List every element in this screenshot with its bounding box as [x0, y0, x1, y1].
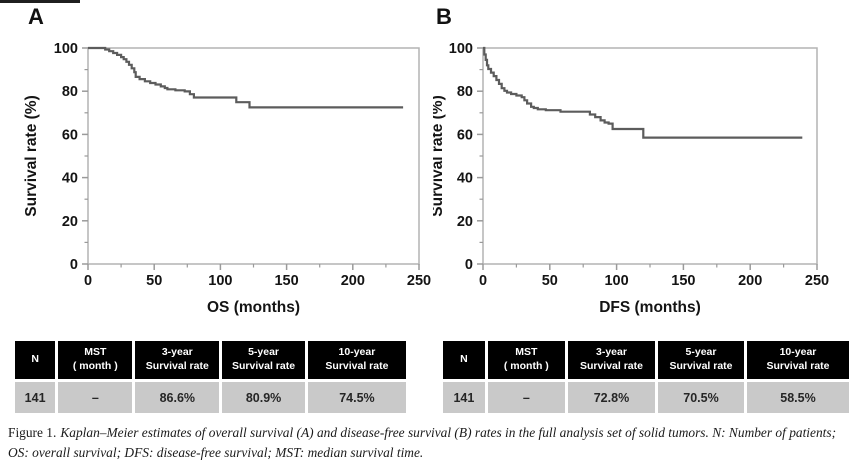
scan-artifact-line [0, 0, 80, 3]
y-axis-tick-label: 40 [62, 171, 78, 187]
y-axis-tick-label: 0 [465, 257, 473, 273]
y-axis-title: Survival rate (%) [433, 95, 446, 216]
plot-frame [482, 47, 818, 265]
x-axis-title: DFS (months) [599, 299, 701, 316]
table-header-cell: 5-year Survival rate [658, 341, 744, 379]
x-axis-title: OS (months) [207, 299, 300, 316]
x-axis-tick-label: 0 [479, 273, 487, 289]
panel-label-a: A [28, 4, 44, 29]
table-cell: 80.9% [222, 382, 305, 413]
table-row: 141–86.6% 80.9% 74.5% [15, 382, 406, 413]
survival-curve [483, 46, 803, 139]
y-axis-tick-label: 60 [457, 127, 473, 143]
table-header-cell: MST( month ) [58, 341, 133, 379]
panel-label-b: B [436, 4, 452, 29]
survival-curve [88, 46, 404, 109]
km-panel-dfs: 0 20 40 60 80 100 0 50 100 150 200 250 DFS (months) S… [433, 0, 865, 330]
y-axis-tick-label: 80 [457, 84, 473, 100]
table-cell: – [487, 382, 565, 413]
table-header-row: N MST( month ) 3-year Survival rate 5-year Su… [443, 341, 849, 379]
x-axis-tick-label: 200 [738, 273, 762, 289]
x-axis-tick-label: 150 [274, 273, 298, 289]
figure-caption: Figure 1. Kaplan–Meier estimates of overa… [8, 423, 858, 463]
km-panel-os: 0 20 40 60 80 100 0 50 100 150 200 250 OS (months) Su… [0, 0, 432, 330]
y-axis-tick-label: 100 [449, 41, 473, 57]
y-axis-tick-label: 100 [54, 41, 78, 57]
table-header-cell: 10-year Survival rate [746, 341, 849, 379]
y-axis-tick-label: 40 [457, 171, 473, 187]
stats-table-dfs: N MST( month ) 3-year Survival rate 5-year Su… [440, 338, 852, 416]
table-cell: 72.8% [567, 382, 656, 413]
table-header-cell: N [15, 341, 56, 379]
km-chart-os: 0 20 40 60 80 100 0 50 100 150 200 250 OS (months) Su… [23, 41, 431, 316]
km-chart-dfs: 0 20 40 60 80 100 0 50 100 150 200 250 DFS (months) S… [433, 41, 829, 316]
table-header-cell: 10-year Survival rate [307, 341, 406, 379]
table-cell: 58.5% [746, 382, 849, 413]
plot-frame [87, 47, 420, 265]
table-header-cell: N [443, 341, 485, 379]
table-cell: 141 [15, 382, 56, 413]
table-header-cell: MST( month ) [487, 341, 565, 379]
table-header-cell: 5-year Survival rate [222, 341, 305, 379]
x-axis-tick-label: 0 [84, 273, 92, 289]
y-axis-tick-label: 0 [70, 257, 78, 273]
table-header-cell: 3-year Survival rate [567, 341, 656, 379]
table-row: 141–72.8% 70.5% 58.5% [443, 382, 849, 413]
y-axis-title: Survival rate (%) [23, 95, 40, 216]
x-axis-tick-label: 250 [805, 273, 829, 289]
table-cell: 70.5% [658, 382, 744, 413]
x-axis-tick-label: 50 [542, 273, 558, 289]
x-axis-tick-label: 250 [407, 273, 431, 289]
table-cell: 86.6% [135, 382, 220, 413]
y-axis-tick-label: 20 [457, 214, 473, 230]
table-cell: – [58, 382, 133, 413]
table-header-cell: 3-year Survival rate [135, 341, 220, 379]
x-axis-tick-label: 150 [671, 273, 695, 289]
x-axis-tick-label: 50 [146, 273, 162, 289]
caption-label: Figure 1. [8, 425, 57, 440]
stats-table-os: N MST( month ) 3-year Survival rate 5-year Su… [12, 338, 409, 416]
caption-text: Kaplan–Meier estimates of overall surviv… [8, 425, 837, 461]
table-header-row: N MST( month ) 3-year Survival rate 5-year Su… [15, 341, 406, 379]
x-axis-tick-label: 100 [604, 273, 628, 289]
table-cell: 141 [443, 382, 485, 413]
table-cell: 74.5% [307, 382, 406, 413]
y-axis-tick-label: 80 [62, 84, 78, 100]
x-axis-tick-label: 100 [208, 273, 232, 289]
x-axis-tick-label: 200 [341, 273, 365, 289]
y-axis-tick-label: 60 [62, 127, 78, 143]
y-axis-tick-label: 20 [62, 214, 78, 230]
